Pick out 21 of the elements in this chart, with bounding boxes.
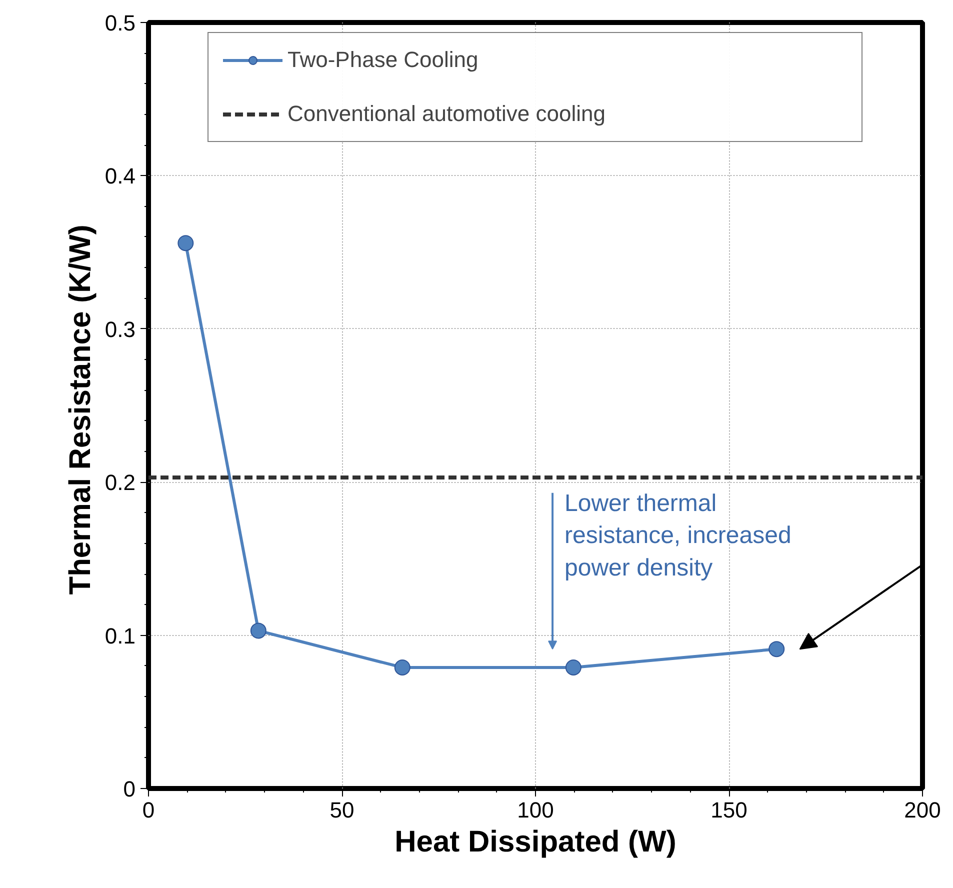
annotation: Lower thermal resistance, increased power density <box>564 490 792 582</box>
point <box>565 659 582 676</box>
y-tick-label: 0.2 <box>104 470 136 496</box>
y-tick-label: 0.5 <box>104 10 136 36</box>
legend-label: Conventional automotive cooling <box>288 101 606 127</box>
y-tick-label: 0.4 <box>104 164 136 189</box>
point <box>250 622 266 639</box>
x-tick-label: 50 <box>330 798 354 822</box>
point <box>178 235 194 252</box>
y-tick-label: 0.1 <box>104 623 136 648</box>
x-tick-label: 100 <box>517 798 554 822</box>
x-tick-label: 150 <box>710 798 748 822</box>
point <box>394 659 410 676</box>
y-tick-label: 0 <box>123 776 136 802</box>
y-axis-title: Thermal Resistance (K/W) <box>64 224 97 595</box>
x-tick-label: 200 <box>904 798 941 822</box>
point <box>768 641 785 658</box>
y-tick-label: 0.3 <box>104 316 136 342</box>
x-tick-label: 0 <box>142 798 155 822</box>
legend-label: Two-Phase Cooling <box>288 47 480 73</box>
x-axis-title: Heat Dissipated (W) <box>394 826 676 858</box>
